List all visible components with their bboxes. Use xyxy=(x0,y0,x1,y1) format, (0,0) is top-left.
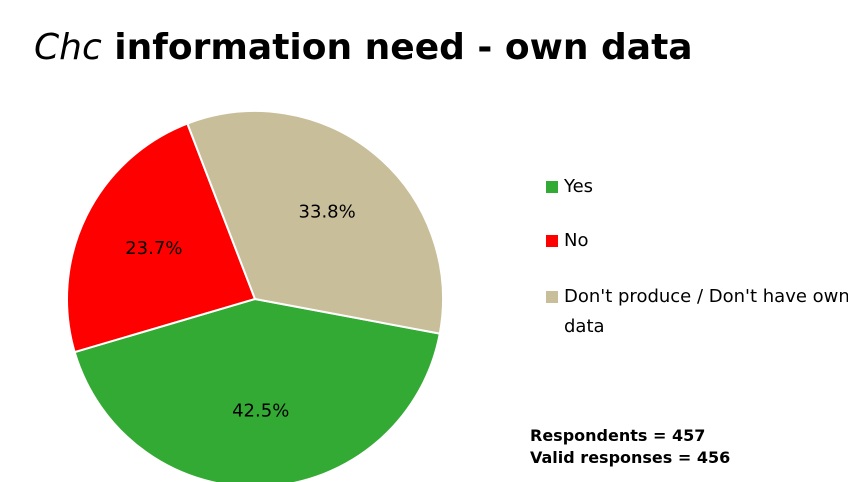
legend-label-dont-produce: Don't produce / Don't have own data xyxy=(564,286,848,337)
legend-item-yes: Yes xyxy=(546,172,593,202)
legend-item-no: No xyxy=(546,226,588,256)
pie-slice-no xyxy=(66,122,257,354)
legend-swatch-yes xyxy=(546,181,558,193)
chart-title-rest: information need - own data xyxy=(101,27,693,68)
pie-label-dont-produce: 33.8% xyxy=(299,201,356,222)
pie-slice-dont-produce xyxy=(186,110,444,335)
pie-label-yes: 42.5% xyxy=(232,401,289,422)
legend-item-dont-produce: Don't produce / Don't have own data xyxy=(546,282,848,342)
legend-label-yes: Yes xyxy=(564,176,594,197)
valid-responses-count: Valid responses = 456 xyxy=(530,448,731,467)
response-notes: Respondents = 457 Valid responses = 456 xyxy=(530,425,730,469)
chart-title-italic: Chc xyxy=(34,27,102,68)
pie-label-no: 23.7% xyxy=(125,238,182,259)
respondents-count: Respondents = 457 xyxy=(530,426,706,445)
pie-slice-yes xyxy=(73,297,441,482)
legend-swatch-dont-produce xyxy=(546,291,558,303)
chart-title: Chc information need - own data xyxy=(34,30,693,66)
legend-label-no: No xyxy=(564,230,589,251)
legend-swatch-no xyxy=(546,235,558,247)
